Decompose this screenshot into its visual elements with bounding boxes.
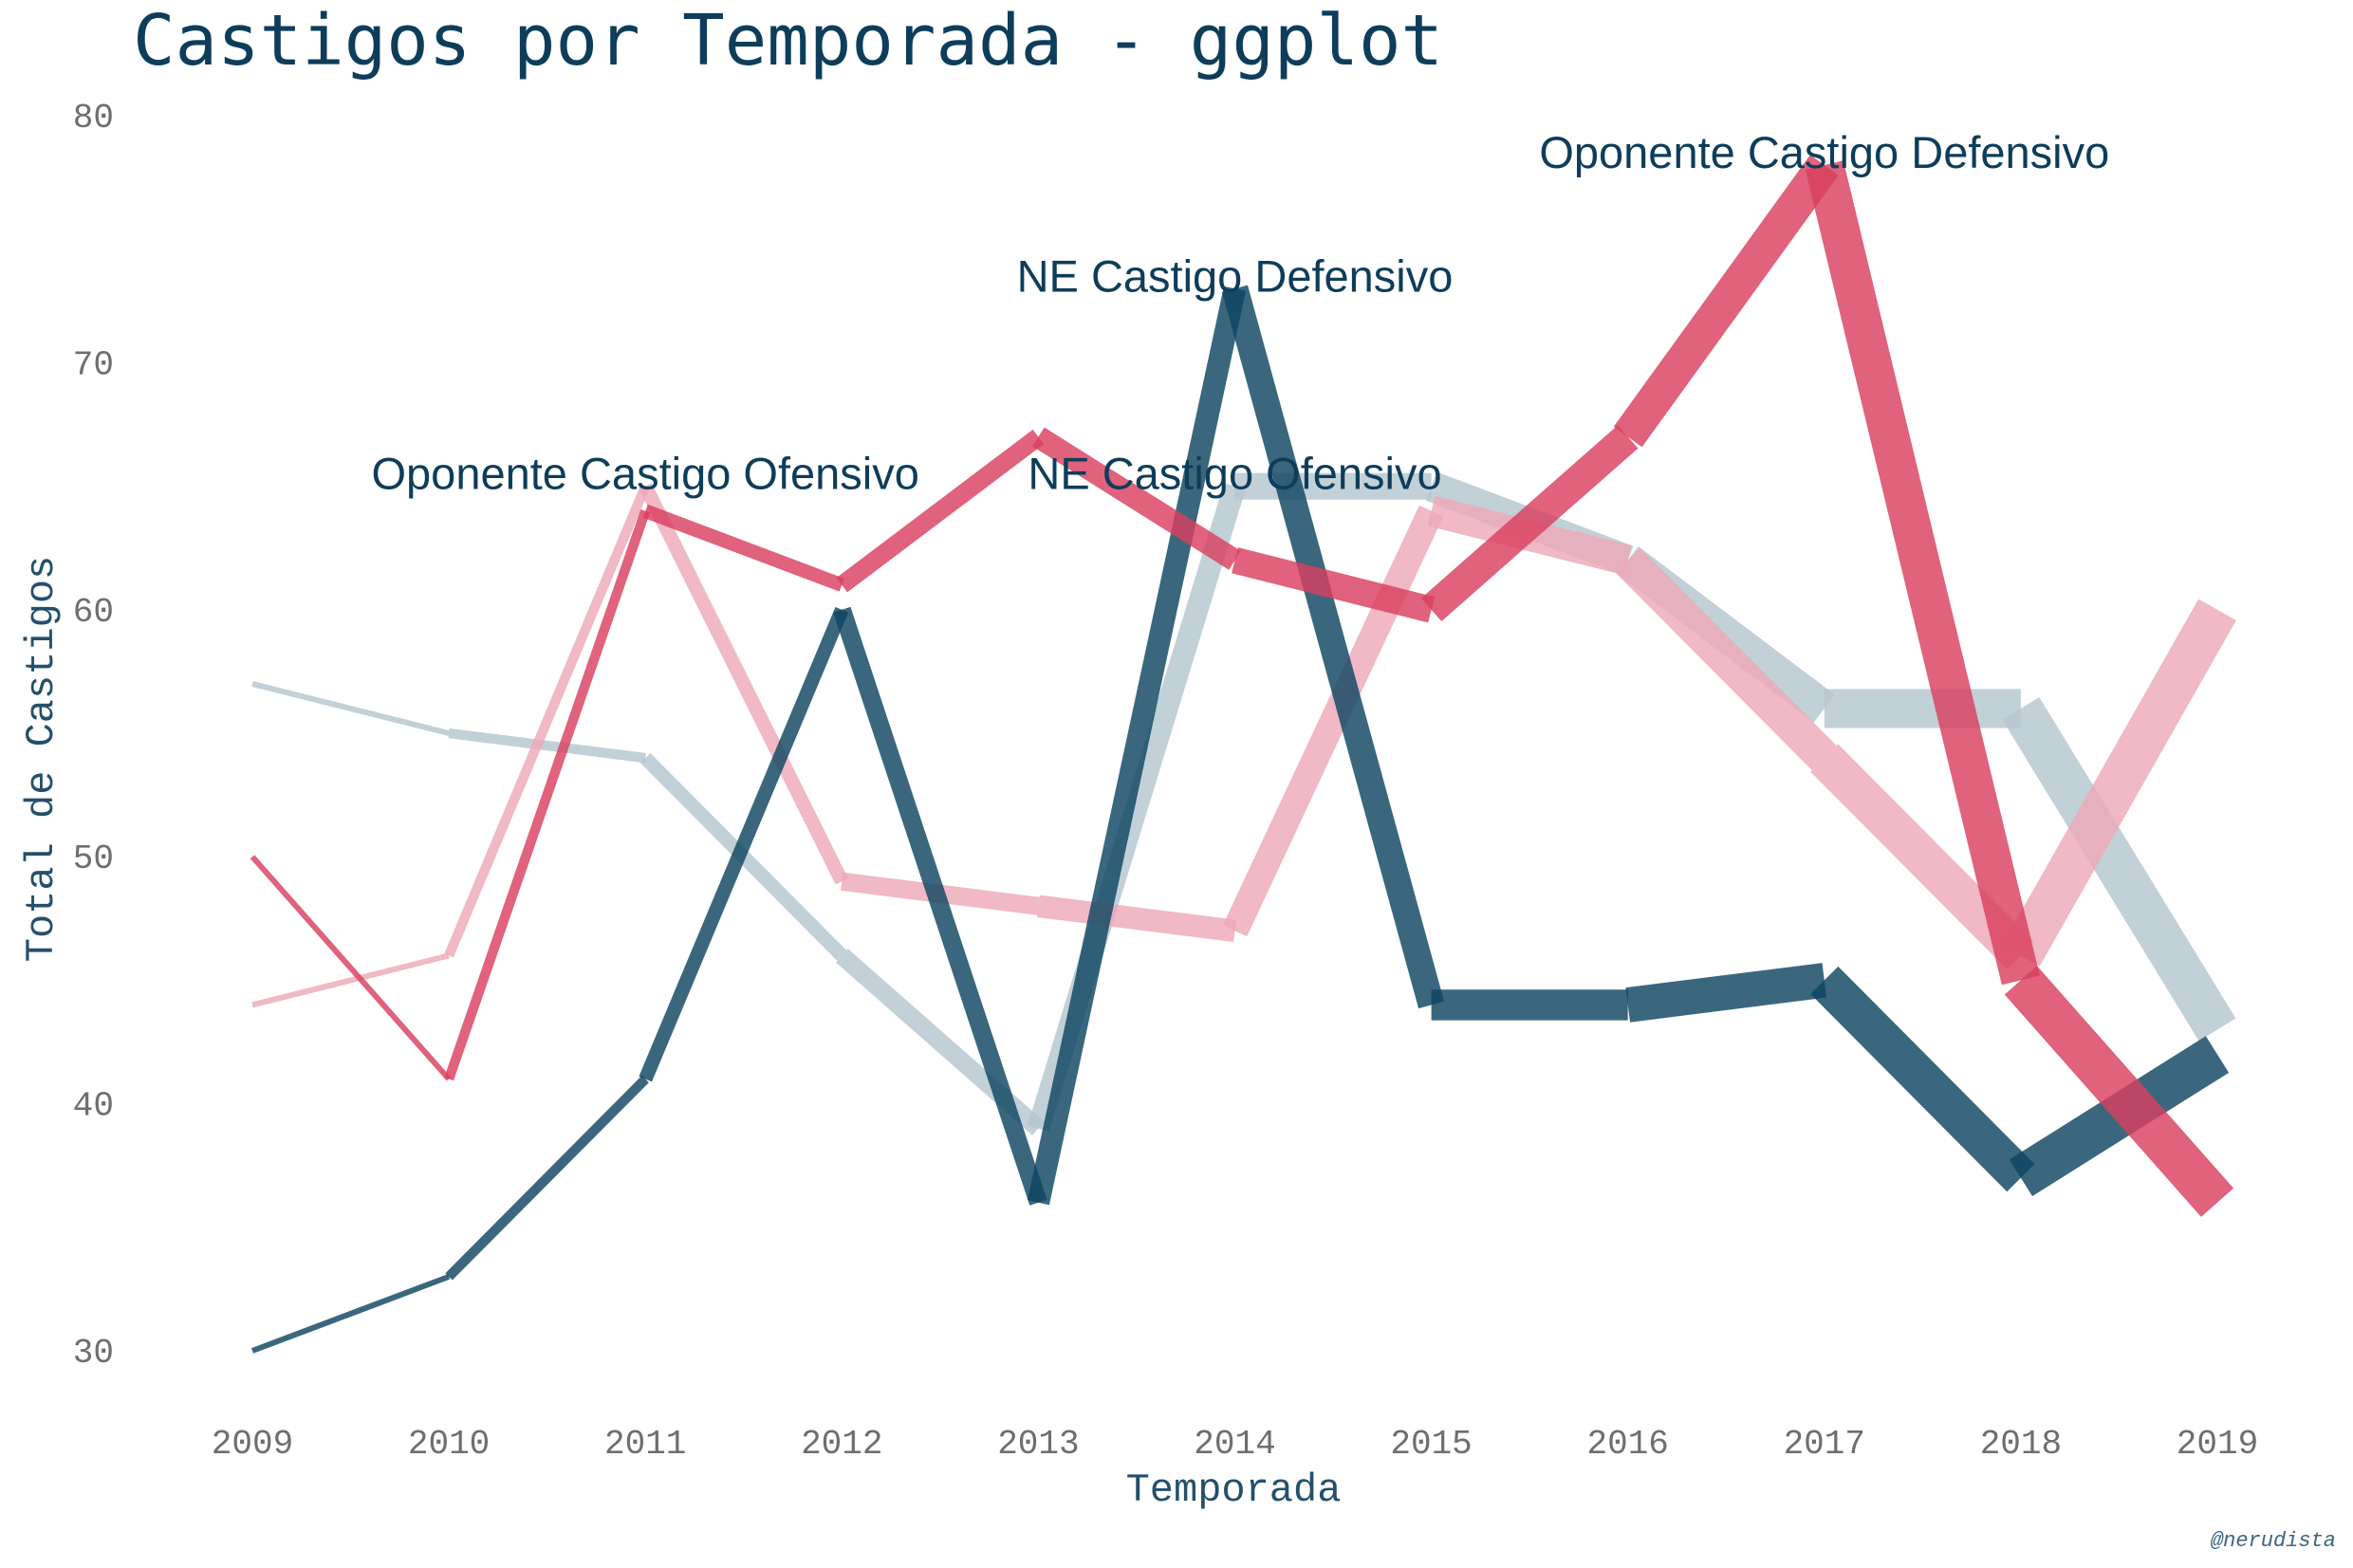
series-segment <box>1810 966 2035 1192</box>
series-segment <box>445 1075 649 1281</box>
series-segment <box>448 728 646 764</box>
x-tick-label: 2011 <box>604 1425 686 1464</box>
series-segment <box>1221 285 1445 1009</box>
y-tick-label: 30 <box>73 1334 114 1373</box>
series-segment <box>1032 427 1241 570</box>
x-tick-label: 2013 <box>997 1425 1079 1464</box>
series-segment <box>1805 160 2040 986</box>
chart-title: Castigos por Temporada - ggplot <box>133 0 1443 82</box>
x-tick-label: 2019 <box>2177 1425 2258 1464</box>
x-tick-label: 2016 <box>1586 1425 1668 1464</box>
series-segment <box>251 952 450 1008</box>
x-tick-label: 2015 <box>1390 1425 1472 1464</box>
y-tick-label: 40 <box>73 1087 114 1126</box>
chart-caption: @nerudista <box>2211 1529 2336 1553</box>
series-segment <box>642 504 844 592</box>
y-tick-label: 60 <box>73 593 114 632</box>
y-tick-label: 50 <box>73 839 114 878</box>
series-segment <box>2002 697 2236 1042</box>
x-tick-label: 2014 <box>1194 1425 1275 1464</box>
x-axis-title: Temporada <box>1126 1467 1342 1513</box>
series-segment <box>1613 155 1839 448</box>
series-segment <box>639 483 848 885</box>
series-label: Oponente Castigo Defensivo <box>1539 127 2109 177</box>
series-op_defensivo <box>250 155 2234 1217</box>
series-segment <box>1027 286 1247 1206</box>
series-segment <box>444 508 651 1081</box>
series-segment <box>1232 547 1436 623</box>
series-segment <box>2002 599 2236 967</box>
series-segment <box>1420 425 1639 621</box>
y-tick-label: 80 <box>73 99 114 138</box>
y-axis-ticks: 30 40 50 60 70 80 <box>73 99 114 1373</box>
series-segment <box>1222 505 1444 937</box>
series-layer <box>250 155 2236 1354</box>
series-segment <box>836 429 1045 593</box>
series-label: Oponente Castigo Ofensivo <box>371 449 918 499</box>
series-segment <box>250 1274 451 1354</box>
series-segment <box>1615 547 1837 771</box>
x-tick-label: 2017 <box>1784 1425 1865 1464</box>
series-segment <box>639 606 849 1082</box>
series-segment <box>250 855 452 1081</box>
annotation-layer: Oponente Castigo Ofensivo NE Castigo Ofen… <box>371 127 2109 499</box>
series-segment <box>2004 966 2234 1217</box>
series-segment <box>444 484 650 958</box>
series-label: NE Castigo Ofensivo <box>1028 449 1441 499</box>
series-segment <box>1625 963 1827 1023</box>
series-ne_defensivo <box>250 285 2230 1354</box>
x-axis-ticks: 2009 2010 2011 2012 2013 2014 2015 2016 2017 2018… <box>212 1425 2258 1464</box>
y-axis-title: Total de Castigos <box>19 556 65 962</box>
x-tick-label: 2009 <box>212 1425 293 1464</box>
series-label: NE Castigo Defensivo <box>1017 250 1454 301</box>
series-segment <box>1036 895 1236 943</box>
x-tick-label: 2012 <box>801 1425 882 1464</box>
series-segment <box>251 681 450 736</box>
y-tick-label: 70 <box>73 345 114 384</box>
x-tick-label: 2018 <box>1980 1425 2062 1464</box>
x-tick-label: 2010 <box>408 1425 490 1464</box>
series-segment <box>833 606 1047 1206</box>
